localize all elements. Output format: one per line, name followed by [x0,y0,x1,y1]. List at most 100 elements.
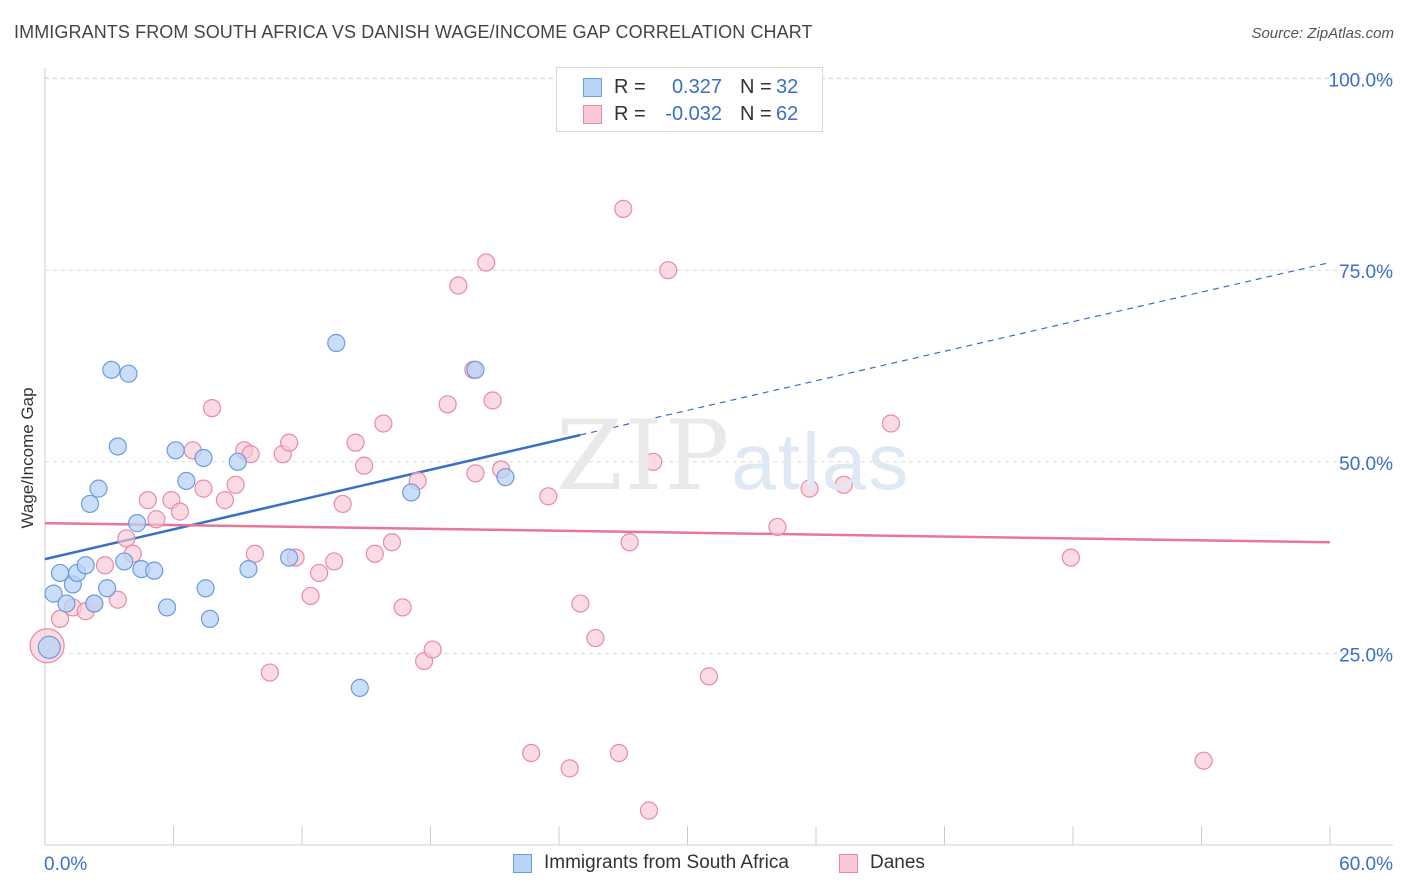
point-south-africa [177,471,196,491]
point-danes [138,491,157,510]
point-danes [50,609,70,629]
point-south-africa [402,483,421,502]
point-south-africa [108,437,127,456]
point-danes [382,533,402,552]
x-tick-label-max: 60.0% [1339,854,1393,875]
y-tick-label: 100.0% [1329,71,1394,92]
point-danes [800,479,819,498]
point-danes [325,552,344,571]
point-danes [374,414,393,433]
point-danes [449,276,468,295]
point-south-africa [80,494,100,514]
n-label: N = [740,75,772,98]
r-value: 0.327 [671,75,722,98]
legend-label: Immigrants from South Africa [544,852,789,873]
point-south-africa [166,441,185,460]
point-danes [245,544,264,563]
point-danes [539,487,558,506]
y-tick-label: 25.0% [1339,645,1393,666]
point-danes [659,261,678,280]
point-south-africa [466,360,485,379]
point-danes [477,253,496,272]
point-danes [355,456,374,475]
chart-title: IMMIGRANTS FROM SOUTH AFRICA VS DANISH W… [14,22,813,42]
stats-legend-row-blue: R = 0.327 N = 32 [583,75,798,99]
point-south-africa [85,594,104,613]
point-south-africa [119,364,138,383]
point-danes [834,475,853,494]
point-danes [586,628,605,648]
point-danes [194,479,213,498]
legend-item-south-africa[interactable]: Immigrants from South Africa [513,852,789,874]
point-south-africa [196,579,215,598]
point-south-africa [89,479,108,498]
point-south-africa [280,548,299,567]
point-south-africa [102,360,121,379]
point-danes [1194,751,1213,770]
point-danes [301,586,320,606]
point-danes [614,199,633,218]
data-points [29,199,1213,820]
legend-swatch-blue [513,853,532,873]
point-danes [260,663,279,682]
legend-item-danes[interactable]: Danes [839,852,925,874]
point-danes [1061,548,1080,567]
point-south-africa [44,584,63,603]
stats-legend-row-pink: R = -0.032 N = 62 [583,102,798,126]
point-south-africa [350,678,369,697]
point-danes [522,743,541,763]
point-danes [346,433,365,452]
point-danes [95,556,115,575]
point-danes [768,517,787,537]
point-danes [644,452,663,471]
pink-swatch [583,104,602,124]
point-danes [560,759,579,778]
point-danes [466,464,485,483]
point-south-africa [157,598,177,617]
point-danes [438,395,457,414]
source-credit: Source: ZipAtlas.com [1251,25,1394,42]
point-south-africa [57,594,76,613]
stats-legend: R = 0.327 N = 32 R = -0.032 N = 62 [556,67,823,132]
point-danes [117,529,136,548]
point-south-africa [194,448,213,468]
point-danes [147,510,166,529]
r-label: R = [614,75,646,98]
n-label: N = [740,102,772,125]
watermark-zip: ZIP [556,400,732,512]
point-danes [423,640,442,659]
tick-labels: 25.0% 50.0% 75.0% 100.0% 0.0% 60.0% [44,71,1393,875]
point-danes [365,544,384,563]
n-value: 62 [776,102,799,125]
point-danes [108,590,127,609]
point-danes [170,502,190,521]
point-danes [333,494,352,514]
point-danes [393,598,412,617]
point-danes [483,391,502,410]
point-south-africa [239,559,258,579]
point-danes [881,414,901,433]
legend-label: Danes [870,852,925,873]
point-south-africa [76,556,95,575]
point-south-africa [496,468,515,487]
n-value: 32 [776,75,799,98]
y-tick-label: 75.0% [1339,262,1393,283]
point-south-africa [98,579,117,598]
point-south-africa [145,561,164,580]
watermark: ZIPatlas [556,400,910,512]
point-south-africa [115,552,134,571]
point-danes [620,533,639,552]
y-tick-label: 50.0% [1339,454,1393,475]
point-south-africa [127,514,147,533]
point-danes [215,491,234,510]
point-south-africa [37,635,61,659]
point-danes [280,433,299,452]
point-danes [202,399,222,418]
r-label: R = [614,102,646,125]
y-axis-label: Wage/Income Gap [18,387,37,529]
point-danes [571,594,590,613]
point-danes [609,743,629,763]
point-south-africa [200,609,220,629]
point-south-africa [327,333,346,353]
